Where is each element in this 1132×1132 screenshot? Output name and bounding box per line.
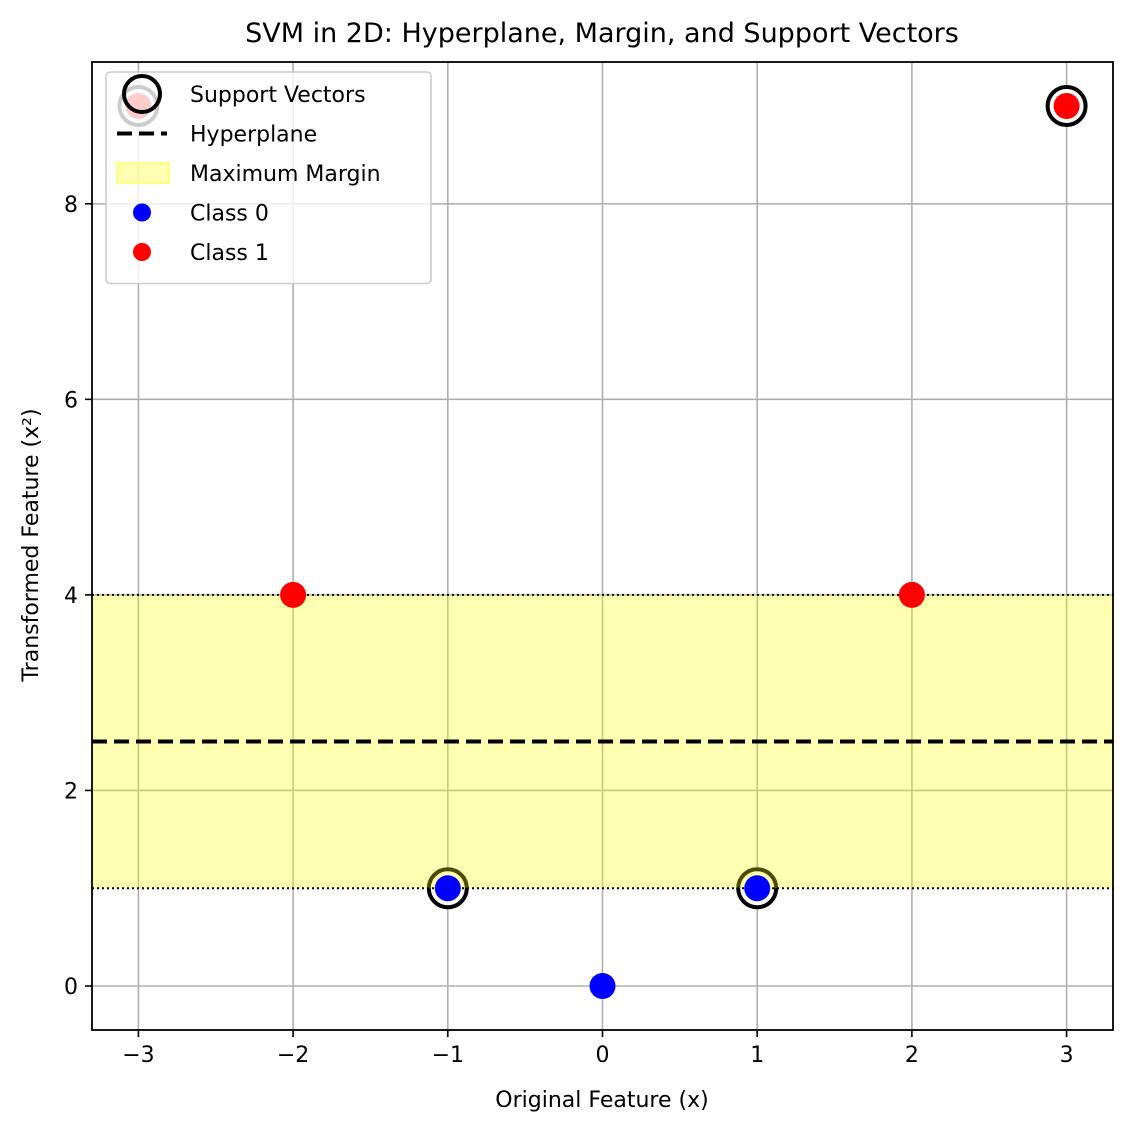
x-tick-label: 1 — [750, 1043, 764, 1068]
class-0-point — [744, 875, 771, 902]
x-tick-label: −1 — [432, 1043, 464, 1068]
legend-label: Class 0 — [190, 202, 269, 227]
x-tick-label: 0 — [596, 1043, 610, 1068]
legend-box — [105, 71, 432, 285]
y-tick-label: 4 — [64, 584, 78, 609]
class-0-point — [589, 973, 616, 999]
chart-title: SVM in 2D: Hyperplane, Margin, and Suppo… — [245, 18, 959, 49]
class-1-point — [1053, 93, 1080, 119]
legend-class-0-handle — [133, 203, 151, 222]
x-tick-label: −2 — [277, 1043, 309, 1068]
x-tick-label: −3 — [122, 1043, 154, 1068]
y-tick-label: 0 — [64, 975, 78, 1000]
class-0-point — [434, 875, 461, 902]
legend-label: Hyperplane — [190, 123, 317, 148]
legend-margin-handle — [116, 162, 170, 184]
y-tick-label: 6 — [64, 388, 78, 413]
class-1-point — [280, 581, 307, 608]
legend-class-1-handle — [133, 243, 151, 261]
y-axis-label: Transformed Feature (x²) — [19, 408, 44, 682]
legend-label: Support Vectors — [190, 83, 366, 108]
x-tick-label: 2 — [905, 1043, 919, 1068]
legend: Support Vectors Hyperplane Maximum Margin C… — [105, 71, 432, 285]
legend-label: Class 1 — [190, 241, 269, 266]
y-tick-label: 8 — [64, 193, 78, 218]
class-1-point — [898, 581, 925, 608]
x-axis-label: Original Feature (x) — [495, 1088, 708, 1113]
legend-label: Maximum Margin — [190, 162, 381, 187]
plot-inner — [92, 62, 1113, 1030]
legend-support-vector-handle — [122, 74, 162, 114]
x-tick-label: 3 — [1060, 1043, 1074, 1068]
plot-area: −3 −2 −1 0 1 2 3 0 2 4 6 8 — [64, 61, 1114, 1068]
y-tick-label: 2 — [64, 779, 78, 804]
